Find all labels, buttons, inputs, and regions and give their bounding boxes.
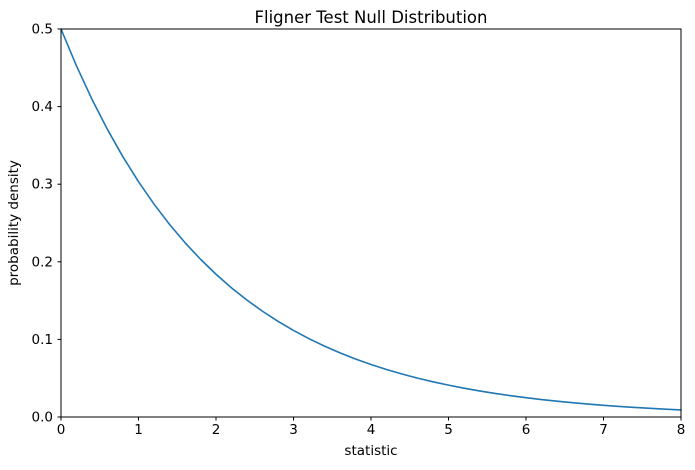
x-tick-label: 8 <box>677 422 686 438</box>
x-tick-label: 7 <box>599 422 608 438</box>
y-tick-label: 0.2 <box>32 254 53 270</box>
x-tick-label: 5 <box>444 422 453 438</box>
x-tick-label: 3 <box>289 422 298 438</box>
x-tick-label: 0 <box>57 422 66 438</box>
y-tick-label: 0.1 <box>32 332 53 348</box>
x-tick-label: 4 <box>367 422 376 438</box>
x-tick-label: 6 <box>522 422 531 438</box>
y-axis-label: probability density <box>6 160 22 286</box>
x-axis-label: statistic <box>344 443 398 459</box>
chart-title: Fligner Test Null Distribution <box>254 8 488 27</box>
x-tick-label: 1 <box>134 422 143 438</box>
x-tick-label: 2 <box>212 422 221 438</box>
y-tick-label: 0.0 <box>32 410 53 426</box>
y-tick-label: 0.3 <box>32 177 53 193</box>
axes-frame <box>60 28 682 418</box>
y-tick-label: 0.5 <box>32 22 53 38</box>
y-tick-label: 0.4 <box>32 99 53 115</box>
data-line <box>60 28 682 411</box>
